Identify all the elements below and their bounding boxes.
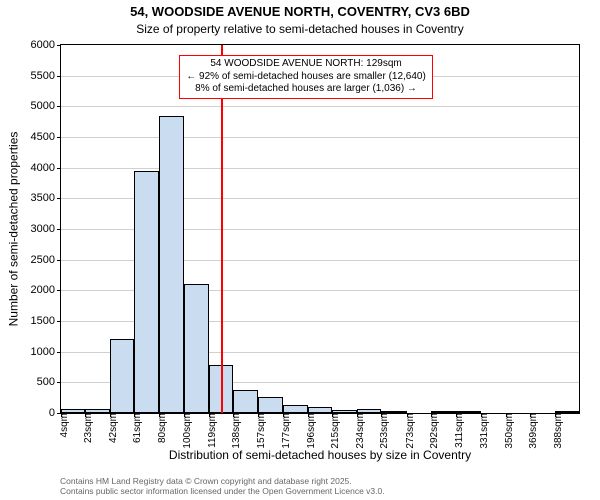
annotation-line-3: 8% of semi-detached houses are larger (1… xyxy=(186,83,426,96)
xtick-label: 157sqm xyxy=(256,413,267,449)
y-axis-label: Number of semi-detached properties xyxy=(6,44,20,414)
footer-line-1: Contains HM Land Registry data © Crown c… xyxy=(60,476,385,486)
ytick-label: 3000 xyxy=(31,223,61,235)
chart-subtitle: Size of property relative to semi-detach… xyxy=(0,22,600,36)
annotation-line-1: 54 WOODSIDE AVENUE NORTH: 129sqm xyxy=(186,58,426,71)
xtick-label: 311sqm xyxy=(454,413,465,448)
xtick-label: 331sqm xyxy=(479,413,490,449)
xtick-label: 61sqm xyxy=(132,413,143,443)
property-size-chart: 54, WOODSIDE AVENUE NORTH, COVENTRY, CV3… xyxy=(0,0,600,500)
xtick-label: 100sqm xyxy=(182,413,193,449)
histogram-bar xyxy=(134,171,158,413)
xtick-label: 42sqm xyxy=(108,413,119,443)
ytick-label: 4500 xyxy=(31,131,61,143)
ytick-label: 2500 xyxy=(31,254,61,266)
xtick-label: 119sqm xyxy=(207,413,218,448)
histogram-bar xyxy=(159,116,185,413)
property-marker-line xyxy=(221,45,223,413)
xtick-label: 177sqm xyxy=(281,413,292,449)
ytick-label: 500 xyxy=(37,376,61,388)
footer-line-2: Contains public sector information licen… xyxy=(60,486,385,496)
histogram-bar xyxy=(258,397,284,413)
xtick-label: 80sqm xyxy=(157,413,168,443)
gridline xyxy=(61,137,579,138)
x-axis-label: Distribution of semi-detached houses by … xyxy=(60,448,580,462)
ytick-label: 1500 xyxy=(31,315,61,327)
gridline xyxy=(61,168,579,169)
chart-footer: Contains HM Land Registry data © Crown c… xyxy=(60,476,385,496)
histogram-bar xyxy=(110,339,134,413)
ytick-label: 5500 xyxy=(31,70,61,82)
xtick-label: 234sqm xyxy=(355,413,366,449)
histogram-bar xyxy=(184,284,208,413)
ytick-label: 1000 xyxy=(31,346,61,358)
xtick-label: 215sqm xyxy=(330,413,341,449)
xtick-label: 23sqm xyxy=(83,413,94,443)
gridline xyxy=(61,106,579,107)
ytick-label: 6000 xyxy=(31,39,61,51)
xtick-label: 388sqm xyxy=(553,413,564,449)
plot-area: 0500100015002000250030003500400045005000… xyxy=(60,44,580,414)
xtick-label: 273sqm xyxy=(405,413,416,449)
xtick-label: 196sqm xyxy=(306,413,317,449)
xtick-label: 253sqm xyxy=(379,413,390,449)
annotation-line-2: ← 92% of semi-detached houses are smalle… xyxy=(186,71,426,84)
annotation-box: 54 WOODSIDE AVENUE NORTH: 129sqm← 92% of… xyxy=(179,55,433,99)
xtick-label: 350sqm xyxy=(504,413,515,449)
xtick-label: 292sqm xyxy=(429,413,440,449)
ytick-label: 2000 xyxy=(31,284,61,296)
histogram-bar xyxy=(233,390,257,413)
xtick-label: 138sqm xyxy=(231,413,242,449)
xtick-label: 4sqm xyxy=(59,413,70,437)
chart-title: 54, WOODSIDE AVENUE NORTH, COVENTRY, CV3… xyxy=(0,4,600,19)
xtick-label: 369sqm xyxy=(528,413,539,449)
ytick-label: 3500 xyxy=(31,192,61,204)
ytick-label: 5000 xyxy=(31,100,61,112)
histogram-bar xyxy=(283,405,307,413)
ytick-label: 4000 xyxy=(31,162,61,174)
